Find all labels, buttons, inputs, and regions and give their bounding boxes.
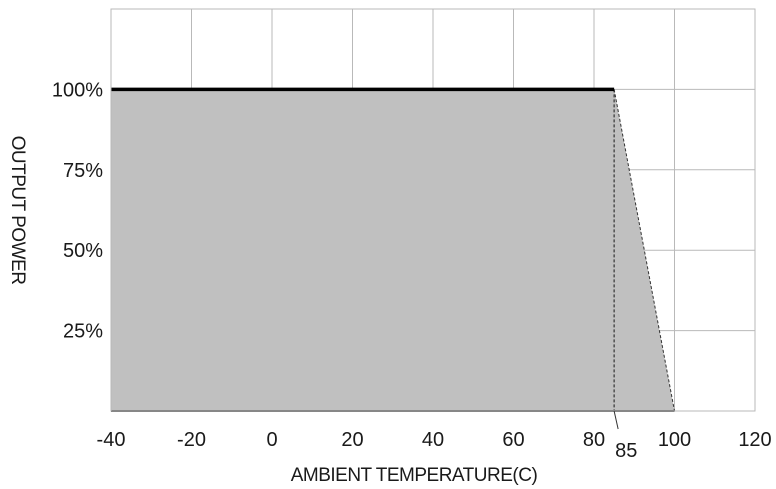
x-tick-label: 80 [583,429,605,451]
plot-frame [110,8,756,412]
x-tick-label: 60 [502,429,524,451]
y-tick-label: 100% [52,79,103,101]
x-axis-label: AMBIENT TEMPERATURE(C) [291,465,538,486]
x-tick-label: 120 [738,429,771,451]
annotation-85: 85 [615,440,637,462]
y-axis-ticks: 25% 50% 75% 100% [52,79,103,342]
x-tick-label: 100 [658,429,691,451]
y-tick-label: 75% [63,160,103,182]
x-axis-ticks: -40 -20 0 20 40 60 80 100 120 [97,429,772,451]
x-tick-label: -20 [177,429,206,451]
y-tick-label: 50% [63,240,103,262]
x-tick-label: 0 [266,429,277,451]
y-tick-label: 25% [63,321,103,343]
y-axis-label: OUTPUT POWER [7,136,28,285]
derating-slope-line [613,89,675,412]
output-power-area [111,89,675,412]
annotation-85-leader [613,410,619,430]
x-tick-label: 20 [341,429,363,451]
x-tick-label: 40 [422,429,444,451]
x-tick-label: -40 [97,429,126,451]
